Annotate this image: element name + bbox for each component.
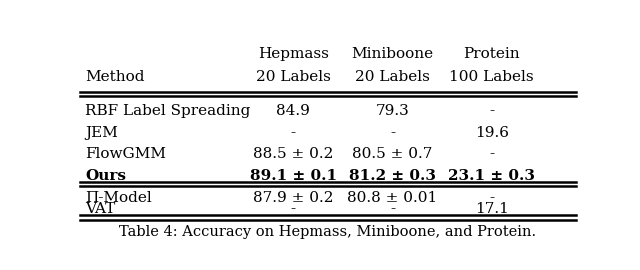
Text: -: -	[489, 104, 494, 119]
Text: 89.1 ± 0.1: 89.1 ± 0.1	[250, 169, 337, 183]
Text: 17.1: 17.1	[475, 202, 509, 216]
Text: -: -	[489, 191, 494, 205]
Text: VAT: VAT	[85, 202, 115, 216]
Text: Miniboone: Miniboone	[351, 47, 433, 61]
Text: 80.5 ± 0.7: 80.5 ± 0.7	[352, 147, 433, 161]
Text: 87.9 ± 0.2: 87.9 ± 0.2	[253, 191, 333, 205]
Text: Table 4: Accuracy on Hepmass, Miniboone, and Protein.: Table 4: Accuracy on Hepmass, Miniboone,…	[120, 225, 536, 239]
Text: -: -	[291, 202, 296, 216]
Text: Ours: Ours	[85, 169, 126, 183]
Text: 88.5 ± 0.2: 88.5 ± 0.2	[253, 147, 333, 161]
Text: Method: Method	[85, 70, 145, 84]
Text: 84.9: 84.9	[276, 104, 310, 119]
Text: -: -	[489, 147, 494, 161]
Text: 20 Labels: 20 Labels	[256, 70, 331, 84]
Text: -: -	[390, 202, 395, 216]
Text: -: -	[390, 126, 395, 140]
Text: 100 Labels: 100 Labels	[449, 70, 534, 84]
Text: 19.6: 19.6	[475, 126, 509, 140]
Text: 79.3: 79.3	[376, 104, 410, 119]
Text: 23.1 ± 0.3: 23.1 ± 0.3	[448, 169, 535, 183]
Text: RBF Label Spreading: RBF Label Spreading	[85, 104, 250, 119]
Text: FlowGMM: FlowGMM	[85, 147, 166, 161]
Text: 81.2 ± 0.3: 81.2 ± 0.3	[349, 169, 436, 183]
Text: Hepmass: Hepmass	[258, 47, 329, 61]
Text: -: -	[291, 126, 296, 140]
Text: 20 Labels: 20 Labels	[355, 70, 430, 84]
Text: Π-Model: Π-Model	[85, 191, 152, 205]
Text: 80.8 ± 0.01: 80.8 ± 0.01	[348, 191, 438, 205]
Text: Protein: Protein	[463, 47, 520, 61]
Text: JEM: JEM	[85, 126, 118, 140]
